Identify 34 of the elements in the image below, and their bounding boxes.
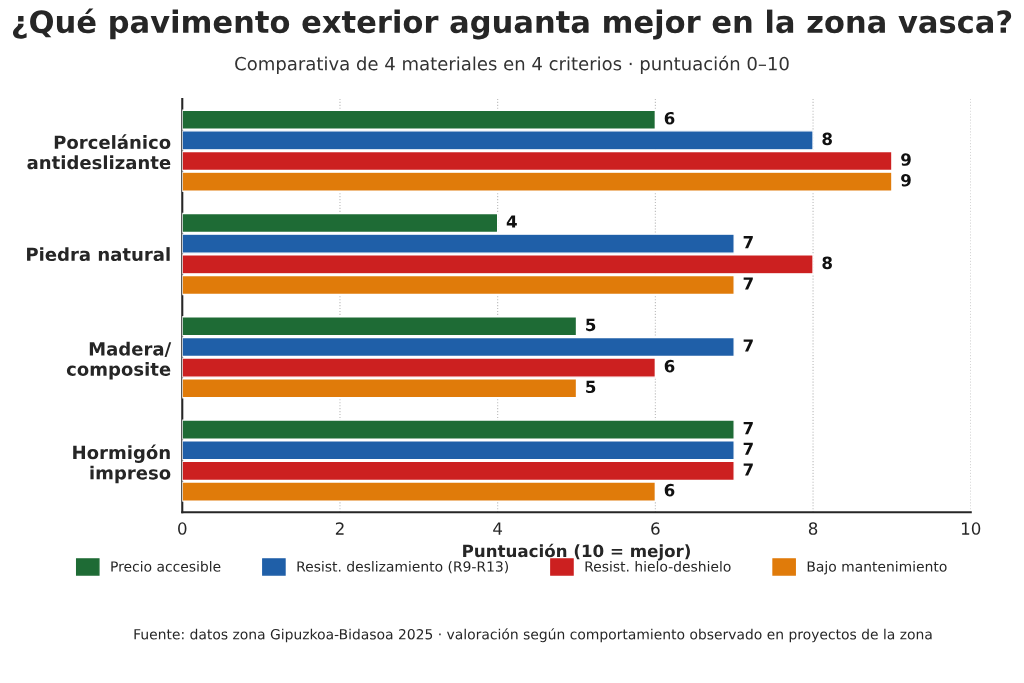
data-label: 7 — [743, 463, 753, 476]
source-note: Fuente: datos zona Gipuzkoa-Bidasoa 2025 · valoración según comportamiento observado en proyectos de la zona — [134, 628, 932, 643]
x-tick-label: 2 — [335, 522, 344, 535]
legend-label: Precio accesible — [111, 560, 221, 572]
data-label: 7 — [743, 442, 753, 455]
legend-label: Resist. hielo-deshielo — [585, 560, 731, 572]
y-tick-label: Hormigón impreso — [73, 444, 171, 484]
legend-label: Resist. deslizamiento (R9-R13) — [297, 560, 508, 574]
chart-subtitle: Comparativa de 4 materiales en 4 criterios · puntuación 0–10 — [235, 55, 789, 74]
data-label: 7 — [743, 339, 753, 352]
x-tick-label: 10 — [961, 522, 981, 535]
data-label: 8 — [822, 132, 832, 146]
y-tick-label: Madera/ composite — [66, 341, 172, 380]
data-label: 6 — [664, 483, 675, 497]
x-tick-label: 8 — [808, 522, 818, 535]
data-label: 5 — [586, 318, 596, 332]
legend-label: Bajo mantenimiento — [807, 560, 947, 575]
data-label: 8 — [822, 256, 832, 270]
data-label: 7 — [743, 277, 753, 290]
y-tick-label: Porcelánico antideslizante — [27, 134, 171, 170]
y-tick-label: Piedra natural — [27, 247, 170, 262]
data-label: 6 — [664, 359, 675, 373]
x-tick-label: 0 — [178, 522, 187, 535]
data-label: 9 — [901, 153, 911, 166]
chart-title: ¿Qué pavimento exterior aguanta mejor en la zona vasca? — [12, 8, 1012, 40]
data-label: 5 — [586, 380, 596, 394]
data-label: 4 — [506, 215, 517, 228]
x-tick-label: 4 — [493, 522, 503, 535]
data-label: 6 — [664, 111, 675, 125]
x-axis-title: Puntuación (10 = mejor) — [463, 543, 690, 561]
x-tick-label: 6 — [651, 522, 660, 535]
data-label: 9 — [901, 173, 911, 187]
data-label: 7 — [743, 422, 753, 435]
data-label: 7 — [743, 236, 753, 249]
